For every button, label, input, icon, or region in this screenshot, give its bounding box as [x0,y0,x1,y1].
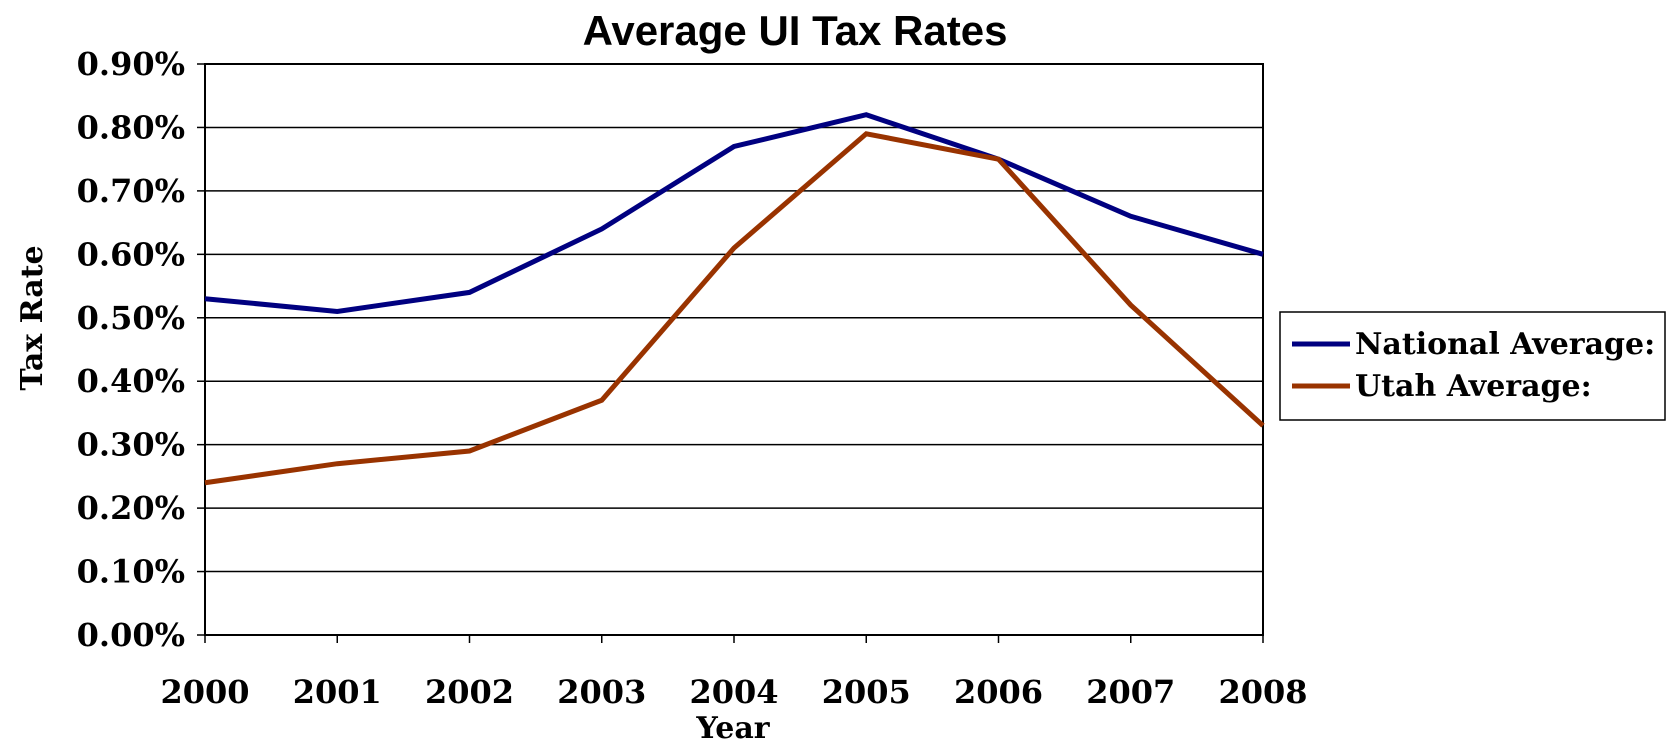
x-axis-label: Year [695,711,770,745]
y-tick-label: 0.70% [77,172,185,210]
x-tick-label: 2001 [293,673,382,711]
legend-label-0: National Average: [1355,327,1655,362]
x-tick-label: 2007 [1086,673,1175,711]
legend-label-1: Utah Average: [1355,369,1592,404]
gridlines [205,126,1263,573]
x-tick-label: 2005 [822,673,911,711]
y-tick-label: 0.80% [77,108,185,146]
y-tick-label: 0.50% [77,299,185,337]
legend: National Average: Utah Average: [1279,311,1666,421]
plot-area-frame [204,63,1264,636]
y-tick-label: 0.00% [77,616,185,654]
y-tick-label: 0.20% [77,489,185,527]
x-axis-ticks: 2000 2001 2002 2003 2004 2005 2006 2007 2008 [160,635,1308,711]
x-tick-label: 2002 [425,673,514,711]
x-tick-label: 2006 [954,673,1043,711]
x-tick-label: 2004 [689,673,778,711]
y-tick-label: 0.40% [77,362,185,400]
chart-title: Average UI Tax Rates [583,7,1008,54]
x-tick-label: 2008 [1218,673,1307,711]
x-tick-label: 2003 [557,673,646,711]
y-tick-label: 0.10% [77,553,185,591]
series-line-1 [204,131,1265,486]
y-tick-label: 0.30% [77,426,185,464]
y-tick-label: 0.90% [77,45,185,83]
legend-box [1279,311,1666,421]
y-axis-ticks: 0.00% 0.10% 0.20% 0.30% 0.40% 0.50% 0.60% 0.70%… [77,45,205,654]
series-lines [204,112,1265,486]
x-tick-label: 2000 [160,673,249,711]
y-tick-label: 0.60% [77,235,185,273]
y-axis-label: Tax Rate [15,245,50,390]
series-line-0 [204,112,1264,314]
